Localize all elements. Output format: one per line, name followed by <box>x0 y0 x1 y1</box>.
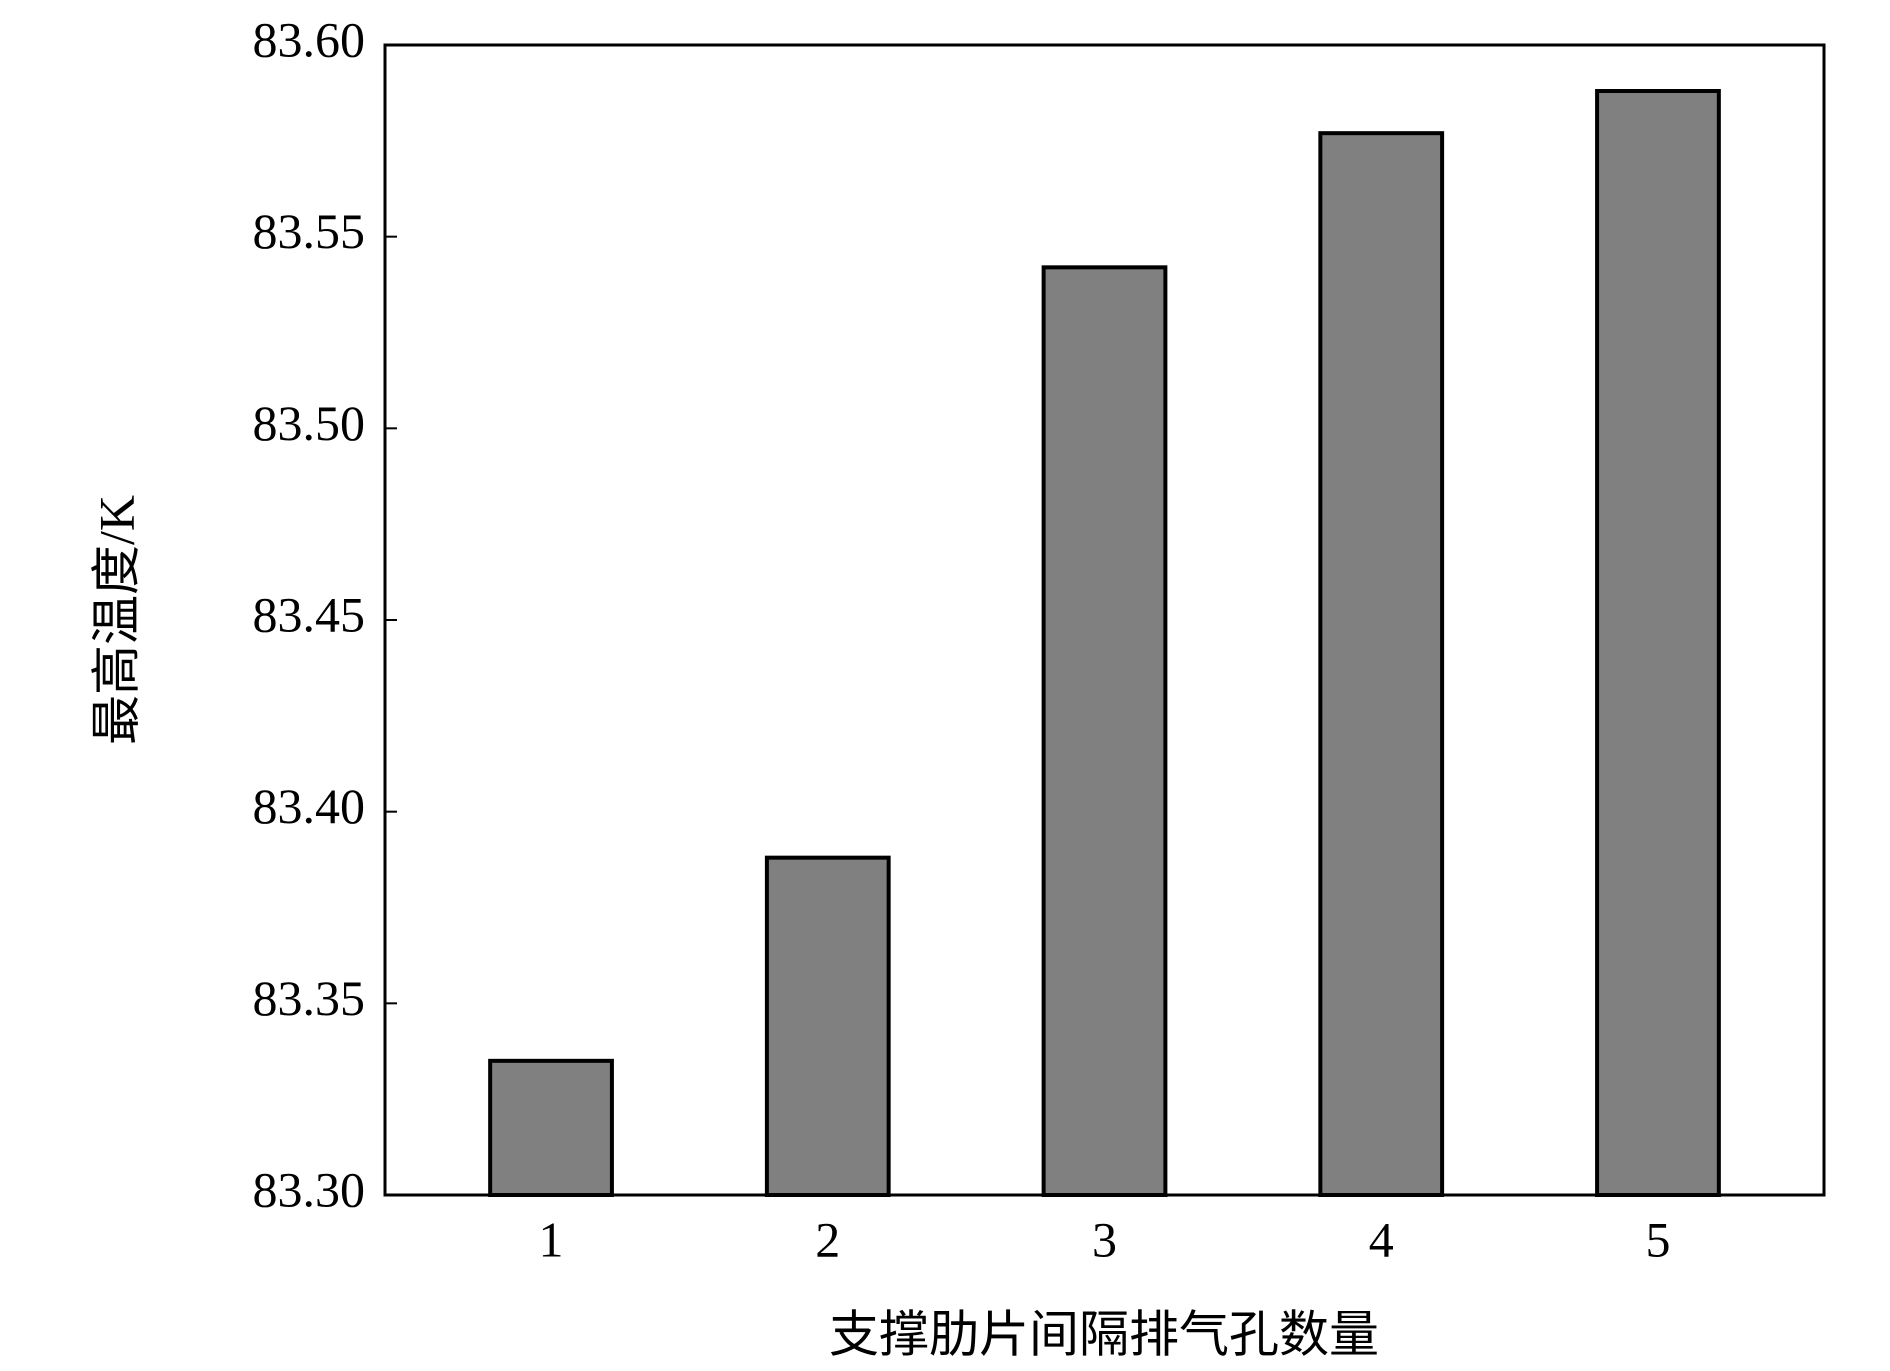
y-tick-label: 83.55 <box>253 203 366 259</box>
x-tick-label: 2 <box>815 1211 840 1267</box>
y-axis-label: 最高温度/K <box>88 495 144 745</box>
y-tick-label: 83.50 <box>253 395 366 451</box>
x-tick-label: 5 <box>1645 1211 1670 1267</box>
x-tick-label: 4 <box>1369 1211 1394 1267</box>
y-tick-label: 83.60 <box>253 11 366 67</box>
bar <box>1041 265 1168 1198</box>
bar <box>488 1058 614 1198</box>
y-tick-label: 83.40 <box>253 778 366 834</box>
y-tick-label: 83.45 <box>253 586 366 642</box>
y-tick-label: 83.35 <box>253 970 366 1026</box>
y-tick-label: 83.30 <box>253 1161 366 1217</box>
bar <box>1595 89 1721 1197</box>
x-axis-label: 支撑肋片间隔排气孔数量 <box>829 1306 1379 1362</box>
x-tick-label: 1 <box>539 1211 564 1267</box>
plot-frame <box>383 43 1826 1197</box>
bar <box>1318 131 1445 1198</box>
bar <box>764 855 891 1198</box>
x-tick-label: 3 <box>1092 1211 1117 1267</box>
